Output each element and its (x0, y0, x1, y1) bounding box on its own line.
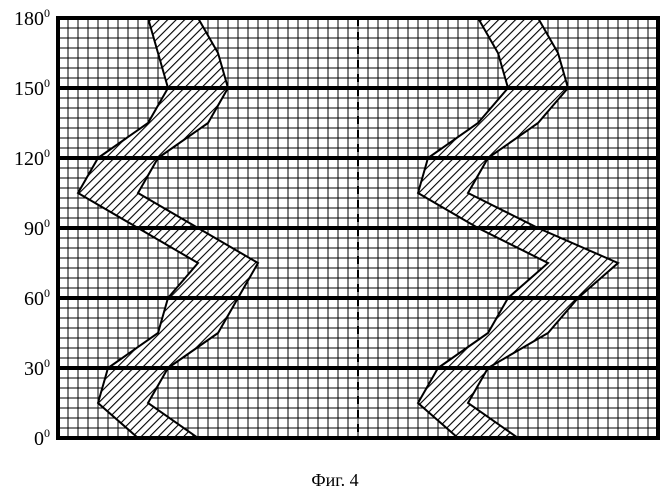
figure-caption: Фиг. 4 (0, 470, 670, 491)
chart-svg (0, 0, 670, 500)
y-axis-label: 900 (24, 217, 50, 239)
figure-container: { "figure": { "type": "area", "caption":… (0, 0, 670, 500)
y-axis-label: 1500 (14, 77, 50, 99)
y-axis-label: 00 (34, 427, 50, 449)
y-axis-label: 600 (24, 287, 50, 309)
y-axis-label: 300 (24, 357, 50, 379)
y-axis-label: 1200 (14, 147, 50, 169)
y-axis-label: 1800 (14, 7, 50, 29)
